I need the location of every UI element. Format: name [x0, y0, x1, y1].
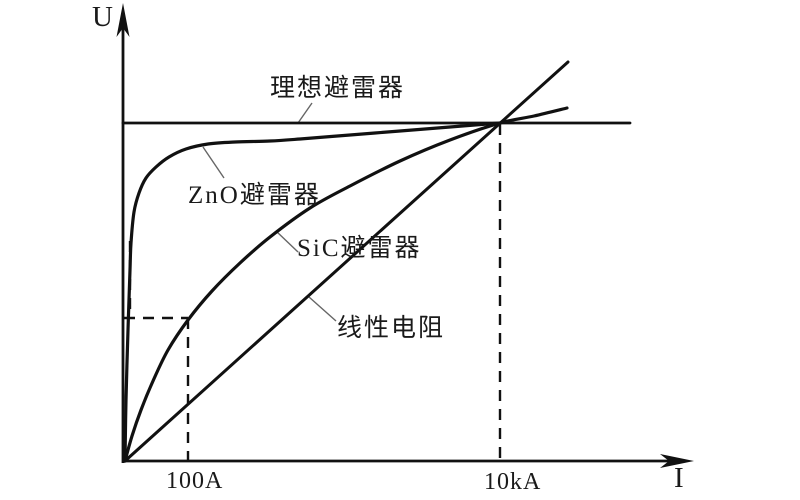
x-tick-label-100A: 100A	[166, 468, 224, 494]
x-axis-arrow-icon	[660, 454, 694, 468]
leader-line	[297, 102, 313, 124]
series-label-ideal-arrester: 理想避雷器	[270, 75, 406, 102]
zno-arrester-curve	[123, 121, 502, 463]
series-label-zno-arrester: ZnO避雷器	[188, 182, 321, 209]
leader-line	[202, 146, 225, 179]
x-axis-label: I	[674, 462, 684, 494]
leader-line	[308, 296, 337, 322]
y-axis-label: U	[92, 1, 113, 33]
series-label-sic-arrester: SiC避雷器	[297, 235, 422, 262]
sic-arrester-curve	[123, 106, 569, 463]
x-tick-label-10kA: 10kA	[484, 469, 542, 495]
linear-resistor-curve	[123, 60, 570, 463]
y-axis-arrow-icon	[116, 3, 130, 37]
series-label-linear-resistor: 线性电阻	[337, 315, 446, 342]
leader-line	[275, 230, 299, 253]
